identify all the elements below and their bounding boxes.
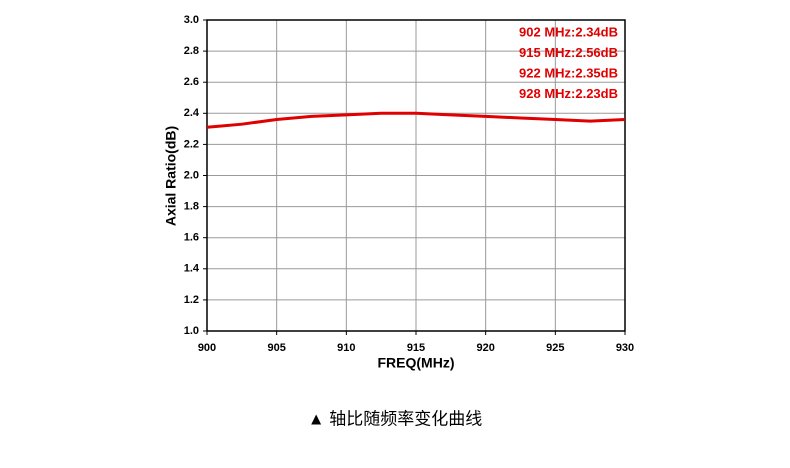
x-tick-label: 920 <box>476 342 494 354</box>
x-tick-label: 900 <box>198 342 216 354</box>
y-tick-label: 1.2 <box>184 294 199 306</box>
x-tick-label: 905 <box>267 342 285 354</box>
y-tick-label: 2.8 <box>184 45 199 57</box>
annotation: 928 MHz:2.23dB <box>519 86 618 101</box>
caption: ▲ 轴比随频率变化曲线 <box>308 409 483 428</box>
x-tick-label: 915 <box>407 342 425 354</box>
y-tick-label: 1.4 <box>184 263 200 275</box>
annotation: 902 MHz:2.34dB <box>519 24 618 39</box>
x-tick-label: 925 <box>546 342 564 354</box>
y-tick-label: 1.6 <box>184 232 199 244</box>
annotation: 915 MHz:2.56dB <box>519 45 618 60</box>
x-tick-label: 910 <box>337 342 355 354</box>
plot-frame <box>206 19 626 332</box>
y-tick-label: 2.2 <box>184 138 199 150</box>
y-tick-label: 3.0 <box>184 14 199 26</box>
y-tick-label: 1.0 <box>184 325 199 337</box>
y-tick-label: 2.4 <box>184 107 200 119</box>
y-tick-label: 1.8 <box>184 201 199 213</box>
x-tick-label: 930 <box>616 342 634 354</box>
x-axis-label: FREQ(MHz) <box>378 355 455 371</box>
y-tick-label: 2.0 <box>184 169 199 181</box>
data-line <box>206 111 626 129</box>
y-tick-label: 2.6 <box>184 76 199 88</box>
y-axis-label: Axial Ratio(dB) <box>163 126 179 226</box>
annotation: 922 MHz:2.35dB <box>519 65 618 80</box>
